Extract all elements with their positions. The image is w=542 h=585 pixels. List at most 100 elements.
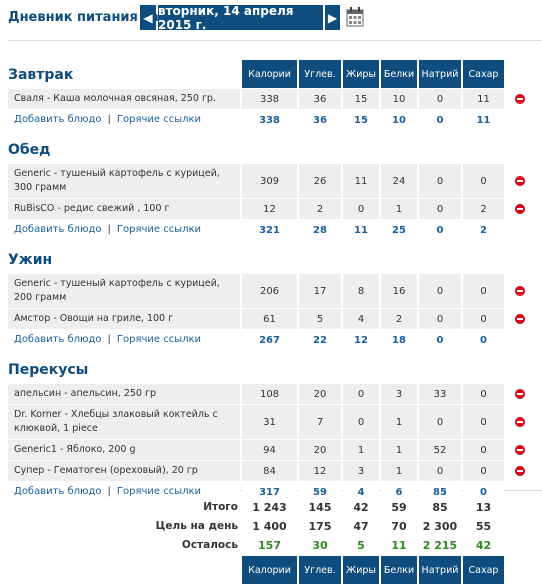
meal-links: Добавить блюдо | Горячие ссылки [8, 220, 240, 240]
column-label: Калории [242, 556, 297, 584]
nutrient-value: 24 [381, 164, 417, 198]
delete-button[interactable] [506, 274, 533, 308]
summary-value: 55 [463, 516, 504, 536]
summary-label: Цель на день [8, 516, 240, 536]
nutrient-value: 2 [381, 309, 417, 329]
nutrient-value: 3 [343, 461, 379, 481]
nutrient-value: 1 [343, 440, 379, 460]
nutrient-value: 1 [381, 461, 417, 481]
food-name: Generic - тушеный картофель с курицей, 2… [8, 274, 240, 308]
nutrient-value: 17 [299, 274, 341, 308]
nutrient-value: 0 [419, 274, 461, 308]
summary-value: 47 [343, 516, 379, 536]
summary-value: 1 243 [242, 497, 297, 517]
calendar-icon[interactable] [346, 7, 364, 27]
nutrient-value: 61 [242, 309, 297, 329]
add-food-link[interactable]: Добавить блюдо [14, 224, 102, 235]
hot-links[interactable]: Горячие ссылки [116, 334, 202, 345]
meal-total: Добавить блюдо | Горячие ссылки 338 36 15 10 0 1… [8, 110, 504, 130]
summary-value: 157 [242, 535, 297, 555]
meal-title: Перекусы [8, 362, 89, 378]
add-food-link[interactable]: Добавить блюдо [14, 486, 102, 497]
nutrient-value: 0 [463, 384, 504, 404]
summary-value: 59 [381, 497, 417, 517]
column-label: Белки [381, 556, 417, 584]
nutrient-value: 206 [242, 274, 297, 308]
summary-value: 42 [343, 497, 379, 517]
summary-row: Осталось 157 30 5 11 2 215 42 [8, 535, 504, 555]
delete-button[interactable] [506, 405, 533, 439]
food-name: Dr. Korner - Хлебцы злаковый коктейль с … [8, 405, 240, 439]
summary-value: 85 [419, 497, 461, 517]
hot-links[interactable]: Горячие ссылки [116, 224, 202, 235]
nutrient-value: 4 [343, 309, 379, 329]
date[interactable]: вторник, 14 апреля 2015 г. [158, 4, 323, 32]
meal-total: Добавить блюдо | Горячие ссылки 321 28 11 25 0 2 [8, 220, 504, 240]
delete-button[interactable] [506, 199, 533, 219]
summary-value: 2 300 [419, 516, 461, 536]
delete-button[interactable] [506, 440, 533, 460]
column-label: Сахар [463, 556, 504, 584]
nutrient-value: 0 [419, 199, 461, 219]
meal-total-value: 2 [463, 220, 504, 240]
delete-button[interactable] [506, 164, 533, 198]
nutrient-value: 7 [299, 405, 341, 439]
add-food-link[interactable]: Добавить блюдо [14, 334, 102, 345]
meal-total-value: 0 [463, 330, 504, 350]
meal-total-value: 267 [242, 330, 297, 350]
separator: | [107, 334, 111, 345]
food-row: Generic1 - Яблоко, 200 g 94 20 1 1 52 0 [8, 440, 533, 460]
next-day[interactable]: ▶ [325, 5, 340, 30]
nutrient-value: 12 [242, 199, 297, 219]
nutrient-value: 3 [381, 384, 417, 404]
nutrient-value: 20 [299, 440, 341, 460]
nutrient-value: 26 [299, 164, 341, 198]
nutrient-value: 0 [419, 89, 461, 109]
delete-button[interactable] [506, 309, 533, 329]
separator: | [107, 224, 111, 235]
delete-button[interactable] [506, 461, 533, 481]
spacer [8, 556, 240, 584]
nutrient-value: 12 [299, 461, 341, 481]
separator: | [107, 486, 111, 497]
delete-button[interactable] [506, 89, 533, 109]
add-food-link[interactable]: Добавить блюдо [14, 114, 102, 125]
delete-button[interactable] [506, 384, 533, 404]
food-row: Супер - Гематоген (ореховый), 20 гр 84 12 3… [8, 461, 533, 481]
hot-links[interactable]: Горячие ссылки [116, 486, 202, 497]
nutrient-value: 0 [343, 199, 379, 219]
meal-total-value: 0 [419, 110, 461, 130]
divider [8, 40, 542, 41]
meal-links: Добавить блюдо | Горячие ссылки [8, 330, 240, 350]
nutrient-value: 0 [343, 405, 379, 439]
column-label: Жиры [343, 556, 379, 584]
meal-total-value: 10 [381, 110, 417, 130]
meal-title: Обед [8, 142, 51, 158]
meal-total-value: 0 [419, 330, 461, 350]
column-label: Калории [242, 60, 297, 88]
summary-row: Цель на день 1 400 175 47 70 2 300 55 [8, 516, 504, 536]
column-header: Калории Углев. Жиры Белки Натрий Сахар [8, 556, 504, 584]
nutrient-value: 5 [299, 309, 341, 329]
summary-value: 13 [463, 497, 504, 517]
nutrient-value: 0 [463, 274, 504, 308]
food-row: апельсин - апельсин, 250 гр 108 20 0 3 33 0 [8, 384, 533, 404]
meal-total-value: 321 [242, 220, 297, 240]
column-label: Белки [381, 60, 417, 88]
meal-total-value: 11 [463, 110, 504, 130]
nutrient-value: 0 [463, 461, 504, 481]
prev-day[interactable]: ◀ [140, 5, 156, 30]
food-row: Generic - тушеный картофель с курицей, 3… [8, 164, 533, 198]
food-row: Сваля - Каша молочная овсяная, 250 гр. 33… [8, 89, 533, 109]
summary-value: 5 [343, 535, 379, 555]
nutrient-value: 31 [242, 405, 297, 439]
diary-title: Дневник питания за: [8, 10, 164, 25]
nutrient-value: 0 [463, 405, 504, 439]
meal-total-value: 25 [381, 220, 417, 240]
meal-total-value: 0 [419, 220, 461, 240]
nutrient-value: 16 [381, 274, 417, 308]
nutrient-value: 0 [463, 309, 504, 329]
nutrient-value: 8 [343, 274, 379, 308]
hot-links[interactable]: Горячие ссылки [116, 114, 202, 125]
